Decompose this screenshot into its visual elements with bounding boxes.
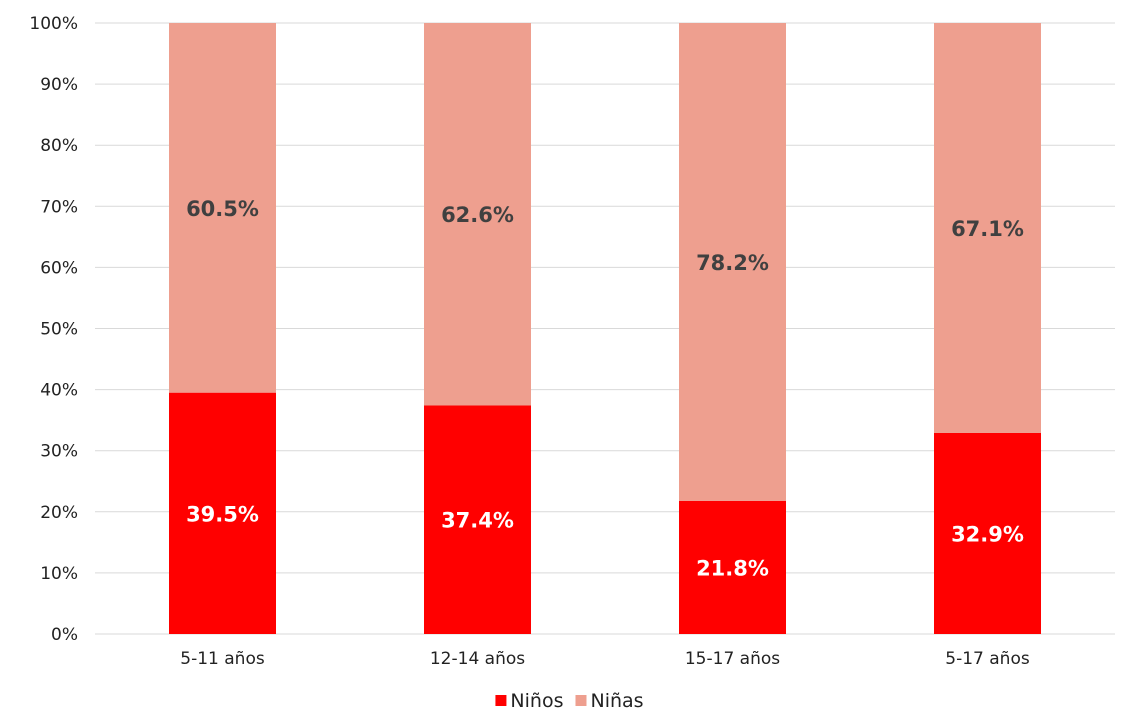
y-tick-label: 70% [40, 197, 78, 217]
legend-label: Niñas [590, 690, 643, 712]
legend-label: Niños [510, 690, 563, 712]
y-tick-label: 80% [40, 136, 78, 156]
data-label: 37.4% [441, 509, 514, 533]
x-category-label: 5-17 años [945, 649, 1030, 669]
x-category-label: 5-11 años [180, 649, 265, 669]
data-label: 39.5% [186, 502, 259, 526]
y-tick-label: 0% [51, 625, 78, 645]
y-tick-label: 10% [40, 564, 78, 584]
y-tick-label: 40% [40, 381, 78, 401]
y-tick-label: 100% [29, 14, 78, 34]
x-axis-category-labels: 5-11 años 12-14 años 15-17 años 5-17 años [180, 649, 1030, 669]
y-tick-label: 90% [40, 75, 78, 95]
y-tick-label: 30% [40, 442, 78, 462]
data-label: 32.9% [951, 522, 1024, 546]
legend-swatch [495, 695, 506, 706]
legend: Niños Niñas [495, 690, 643, 712]
data-label: 60.5% [186, 197, 259, 221]
x-category-label: 12-14 años [430, 649, 525, 669]
data-labels: 39.5% 60.5% 37.4% 62.6% 21.8% 78.2% 32.9% 67.1% [186, 197, 1024, 581]
data-label: 67.1% [951, 217, 1024, 241]
y-axis-tick-labels: 0% 10% 20% 30% 40% 50% 60% 70% 80% 90% 100% [29, 14, 78, 645]
data-label: 62.6% [441, 203, 514, 227]
y-tick-label: 60% [40, 258, 78, 278]
data-label: 78.2% [696, 251, 769, 275]
x-category-label: 15-17 años [685, 649, 780, 669]
y-tick-label: 50% [40, 320, 78, 340]
legend-swatch [575, 695, 586, 706]
data-label: 21.8% [696, 556, 769, 580]
y-tick-label: 20% [40, 503, 78, 523]
